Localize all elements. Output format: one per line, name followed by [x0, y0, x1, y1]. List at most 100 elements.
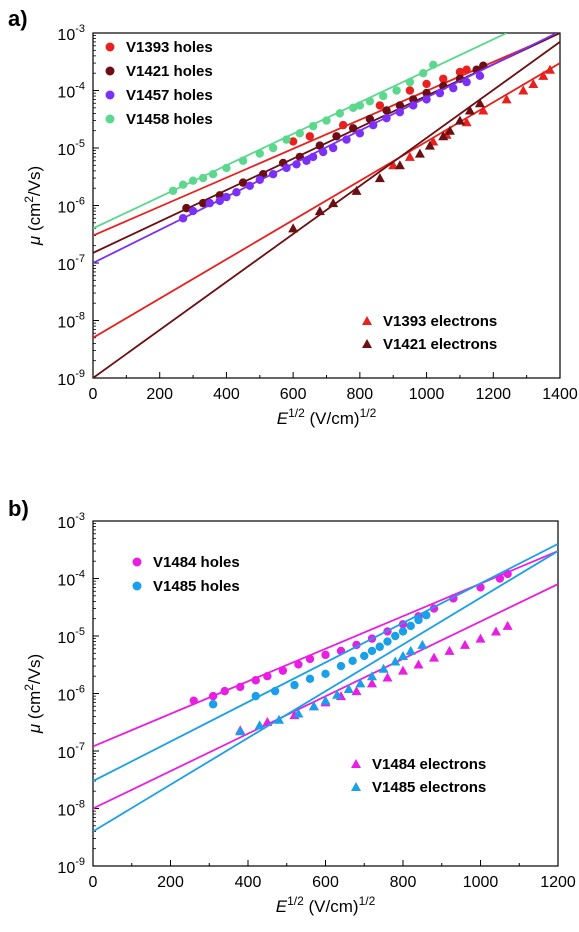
legend-marker: [351, 782, 361, 791]
series-v1421-electrons: [93, 41, 560, 378]
x-tick-label: 0: [89, 874, 98, 891]
x-axis-label-sup: 1/2: [359, 894, 376, 908]
data-point-v1457-holes: [435, 88, 445, 98]
data-point-v1484-holes: [503, 569, 512, 579]
y-tick-label: 10-9: [57, 368, 85, 389]
data-point-v1458-holes: [322, 116, 331, 125]
y-tick-exponent: -9: [75, 368, 85, 380]
data-point-v1457-holes: [409, 101, 418, 110]
data-point-v1457-holes: [395, 107, 405, 117]
y-tick-label: 10-4: [57, 569, 85, 590]
legend-entry: V1458 holes: [126, 111, 213, 128]
data-point-v1457-holes: [222, 192, 231, 202]
data-point-v1421-holes: [409, 95, 418, 104]
data-point-v1458-holes: [208, 170, 218, 179]
data-point-v1484-holes: [321, 650, 330, 660]
data-point-v1458-holes: [178, 180, 188, 189]
y-tick-label: 10-8: [57, 799, 85, 820]
data-point-v1485-holes: [367, 646, 377, 656]
x-axis-label-symbol: E: [276, 897, 288, 916]
data-point-v1421-electrons: [328, 198, 339, 208]
y-tick-label: 10-6: [57, 196, 85, 217]
fit-line-v1457-holes: [93, 33, 558, 264]
data-point-v1484-electrons: [475, 633, 486, 643]
data-point-v1393-electrons: [388, 160, 399, 170]
x-tick-label: 200: [157, 874, 184, 891]
data-point-v1458-holes: [238, 156, 248, 165]
data-point-v1485-holes: [398, 627, 408, 636]
y-tick-label: 10-5: [57, 138, 85, 159]
x-tick-label: 600: [280, 386, 307, 403]
y-axis-label-sup: 2: [22, 196, 36, 203]
y-tick-exponent: -5: [75, 138, 85, 150]
data-point-v1457-holes: [475, 71, 485, 81]
data-point-v1484-holes: [189, 696, 198, 705]
data-point-v1421-electrons: [444, 125, 455, 135]
data-point-v1485-holes: [336, 661, 346, 671]
x-axis-label: E1/2 (V/cm)1/2: [276, 894, 376, 916]
data-point-v1484-electrons: [262, 716, 273, 726]
data-point-v1457-holes: [462, 77, 471, 87]
y-tick-base: 10: [57, 745, 75, 762]
y-tick-exponent: -9: [75, 856, 85, 868]
data-point-v1484-holes: [263, 671, 272, 681]
x-tick-label: 400: [213, 386, 240, 403]
data-point-v1457-holes: [268, 170, 278, 179]
y-tick-base: 10: [57, 573, 75, 590]
data-point-v1484-holes: [251, 676, 260, 685]
legend-marker: [105, 42, 115, 52]
data-point-v1457-holes: [355, 129, 365, 138]
data-point-v1457-holes: [245, 181, 254, 191]
data-point-v1485-electrons: [367, 671, 377, 681]
y-tick-base: 10: [57, 688, 75, 705]
chart-panel-2: b)0 200 400 600 800 1000 120010-910-810-710-61…: [8, 496, 576, 916]
data-point-v1485-holes: [305, 674, 315, 684]
data-point-v1458-holes: [255, 149, 264, 158]
data-point-v1485-holes: [391, 631, 400, 641]
data-point-v1484-electrons: [429, 652, 439, 662]
data-point-v1421-electrons: [414, 148, 425, 158]
data-point-v1485-holes: [422, 611, 431, 620]
data-point-v1484-electrons: [382, 672, 393, 682]
data-point-v1458-holes: [429, 60, 438, 69]
data-point-v1458-holes: [282, 135, 291, 144]
data-point-v1393-holes: [462, 65, 471, 74]
data-point-v1484-electrons: [502, 620, 513, 630]
y-tick-exponent: -8: [75, 311, 85, 323]
y-tick-base: 10: [57, 200, 75, 217]
y-tick-label: 10-7: [57, 741, 85, 762]
y-axis-label-symbol: μ: [25, 235, 44, 246]
data-point-v1485-holes: [251, 691, 260, 701]
data-point-v1393-holes: [422, 79, 431, 89]
fit-line-v1393-electrons: [93, 62, 560, 339]
data-point-v1457-holes: [178, 214, 188, 223]
data-point-v1484-electrons: [413, 659, 424, 669]
data-point-v1457-holes: [382, 113, 391, 123]
y-axis-label: μ (cm2/Vs): [22, 654, 44, 734]
data-point-v1457-holes: [205, 198, 214, 208]
data-point-v1457-holes: [369, 120, 378, 130]
x-tick-label: 800: [390, 874, 417, 891]
data-point-v1421-electrons: [394, 160, 405, 170]
data-point-v1458-holes: [335, 109, 345, 118]
data-point-v1393-electrons: [404, 151, 415, 161]
data-point-v1457-holes: [342, 135, 351, 144]
legend-marker: [105, 66, 115, 76]
x-tick-label: 600: [312, 874, 339, 891]
data-point-v1485-holes: [375, 642, 384, 651]
data-point-v1485-electrons: [398, 650, 408, 660]
data-point-v1485-holes: [348, 656, 357, 666]
y-axis-label-unit: (cm: [25, 203, 44, 236]
y-tick-label: 10-9: [57, 856, 85, 877]
data-point-v1485-electrons: [320, 695, 331, 705]
data-point-v1458-holes: [419, 68, 428, 78]
data-point-v1421-holes: [348, 124, 358, 133]
y-tick-label: 10-3: [57, 23, 85, 44]
x-tick-label: 1000: [409, 386, 445, 403]
y-tick-label: 10-4: [57, 81, 85, 102]
data-point-v1484-holes: [294, 660, 303, 669]
data-point-v1484-holes: [495, 574, 505, 583]
data-point-v1484-holes: [220, 686, 229, 696]
data-point-v1393-electrons: [478, 105, 489, 115]
